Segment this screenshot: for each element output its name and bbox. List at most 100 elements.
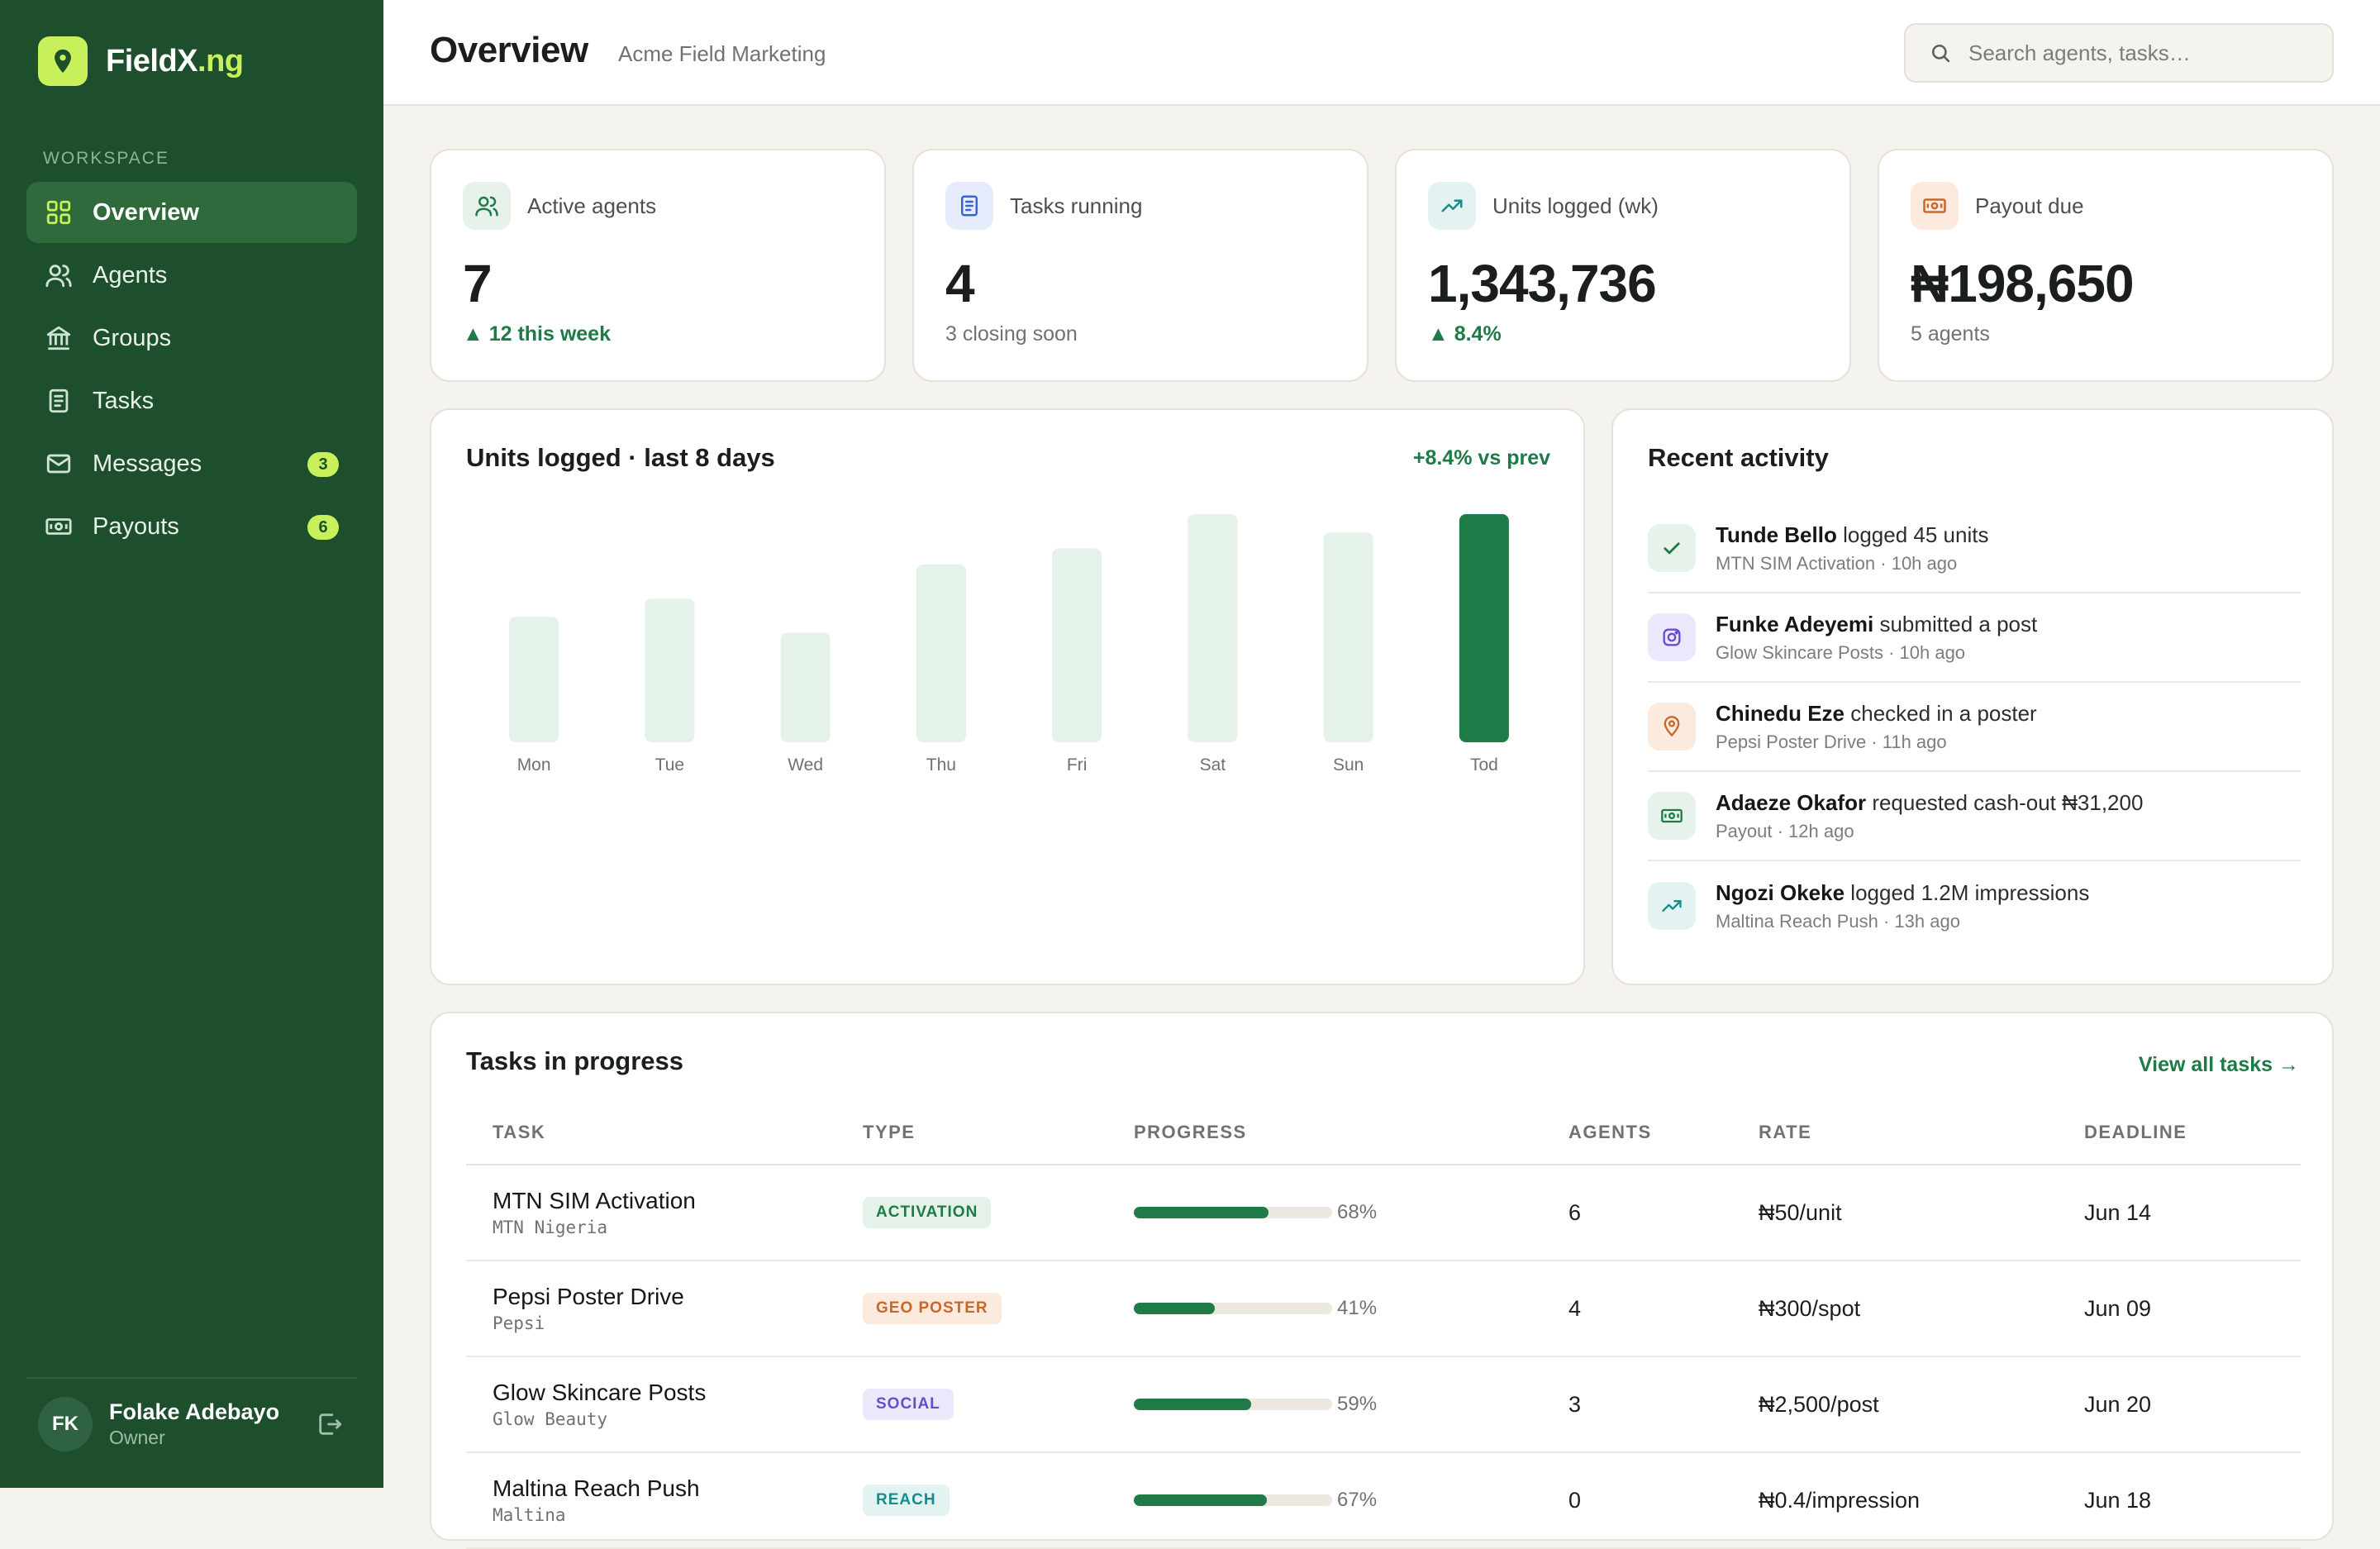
activity-item[interactable]: Ngozi Okeke logged 1.2M impressions Malt… — [1648, 861, 2301, 951]
chart-bar-tod[interactable] — [1459, 514, 1509, 742]
activity-text: Funke Adeyemi submitted a post — [1716, 612, 2037, 637]
chart-bar-fri[interactable] — [1052, 548, 1102, 742]
table-header: TASK TYPE PROGRESS AGENTS RATE DEADLINE — [466, 1101, 2301, 1165]
activity-item[interactable]: Tunde Bello logged 45 units MTN SIM Acti… — [1648, 504, 2301, 593]
agent-name: Tunde Bello — [1716, 522, 1837, 547]
column-header[interactable]: RATE — [1759, 1122, 1812, 1142]
chart-bar-sat[interactable] — [1188, 514, 1238, 742]
column-header[interactable]: PROGRESS — [1134, 1122, 1247, 1142]
agent-name: Ngozi Okeke — [1716, 879, 1845, 905]
chart-bar-thu[interactable] — [916, 564, 966, 742]
sidebar: FieldX.ng WORKSPACE Overview Agents Grou… — [0, 0, 383, 1488]
recent-activity-card: Recent activity Tunde Bello logged 45 un… — [1611, 408, 2334, 985]
agent-name: Funke Adeyemi — [1716, 611, 1874, 636]
table-row[interactable]: Glow Skincare Posts Glow Beauty SOCIAL 59% 3… — [466, 1357, 2301, 1453]
sidebar-divider — [26, 1377, 357, 1379]
activity-title: Recent activity — [1648, 443, 1829, 472]
activity-action: logged 45 units — [1843, 522, 1989, 547]
task-type-badge: REACH — [863, 1485, 950, 1516]
activity-item[interactable]: Chinedu Eze checked in a poster Pepsi Po… — [1648, 683, 2301, 772]
stat-card-tasks-running: Tasks running 4 3 closing soon — [912, 149, 1368, 382]
task-name[interactable]: Pepsi Poster Drive — [493, 1284, 684, 1309]
cash-icon — [45, 518, 72, 535]
progress-bar — [1134, 1399, 1332, 1410]
stat-card-active-agents: Active agents 7 ▲ 12 this week — [430, 149, 886, 382]
avatar: FK — [38, 1397, 93, 1451]
task-type-badge: GEO POSTER — [863, 1293, 1002, 1324]
activity-action: submitted a post — [1879, 611, 2038, 636]
stat-trend: ▲ 8.4% — [1428, 322, 1502, 346]
activity-meta: Maltina Reach Push · 13h ago — [1716, 910, 1960, 932]
rate: ₦300/spot — [1759, 1295, 1861, 1321]
task-client: MTN Nigeria — [493, 1218, 608, 1237]
x-tick-label: Thu — [926, 755, 956, 774]
search-icon — [1931, 44, 1950, 63]
sidebar-item-tasks[interactable]: Tasks — [26, 370, 357, 431]
users-icon — [463, 182, 511, 230]
x-tick-label: Tod — [1470, 755, 1498, 774]
stat-card-units-logged: Units logged (wk) 1,343,736 ▲ 8.4% — [1395, 149, 1851, 382]
chart-bar-tue[interactable] — [645, 598, 695, 742]
instagram-icon — [1648, 613, 1696, 661]
logout-icon[interactable] — [316, 1410, 344, 1438]
chart-bar-mon[interactable] — [509, 617, 559, 742]
search-input[interactable] — [1968, 40, 2299, 66]
stat-label: Active agents — [527, 193, 657, 218]
activity-action: logged 1.2M impressions — [1850, 879, 2090, 905]
progress-bar — [1134, 1207, 1332, 1218]
agent-name: Adaeze Okafor — [1716, 789, 1867, 815]
chart-bar-wed[interactable] — [780, 632, 831, 742]
stat-value: ₦198,650 — [1911, 254, 2135, 313]
task-name[interactable]: Glow Skincare Posts — [493, 1380, 707, 1405]
table-row[interactable]: Maltina Reach Push Maltina REACH 67% 0 ₦0.4/i… — [466, 1453, 2301, 1549]
view-all-tasks-link[interactable]: View all tasks → — [2138, 1053, 2299, 1076]
top-header: Overview Acme Field Marketing — [383, 0, 2380, 106]
search-box[interactable] — [1904, 23, 2334, 83]
stat-label: Tasks running — [1010, 193, 1143, 218]
document-icon — [945, 182, 993, 230]
agents-count: 0 — [1568, 1487, 1582, 1513]
task-name[interactable]: Maltina Reach Push — [493, 1475, 700, 1501]
sidebar-item-agents[interactable]: Agents — [26, 245, 357, 306]
progress-percent: 68% — [1337, 1201, 1378, 1223]
units-bar-chart: Mon Tue Wed Thu Fri Sat Sun Tod — [509, 514, 1509, 774]
column-header[interactable]: TASK — [493, 1122, 546, 1142]
task-name[interactable]: MTN SIM Activation — [493, 1188, 696, 1213]
column-header[interactable]: AGENTS — [1568, 1122, 1652, 1142]
column-header[interactable]: TYPE — [863, 1122, 916, 1142]
user-role: Owner — [109, 1427, 165, 1448]
sidebar-item-label: Tasks — [93, 387, 155, 414]
payouts-count-badge: 6 — [307, 515, 339, 540]
activity-item[interactable]: Funke Adeyemi submitted a post Glow Skin… — [1648, 593, 2301, 683]
logo[interactable]: FieldX.ng — [38, 36, 244, 86]
activity-meta: MTN SIM Activation · 10h ago — [1716, 552, 1958, 574]
x-tick-label: Tue — [655, 755, 684, 774]
stat-label: Payout due — [1975, 193, 2084, 218]
table-row[interactable]: Pepsi Poster Drive Pepsi GEO POSTER 41% 4 ₦30… — [466, 1261, 2301, 1357]
agents-count: 3 — [1568, 1391, 1582, 1417]
sidebar-item-groups[interactable]: Groups — [26, 307, 357, 369]
table-row[interactable]: MTN SIM Activation MTN Nigeria ACTIVATION 6… — [466, 1165, 2301, 1261]
column-header[interactable]: DEADLINE — [2084, 1122, 2187, 1142]
rate: ₦2,500/post — [1759, 1391, 1879, 1417]
user-profile[interactable]: FK Folake Adebayo Owner — [38, 1397, 344, 1451]
cash-icon — [1911, 182, 1959, 230]
type-cell: GEO POSTER — [863, 1293, 1134, 1324]
bank-icon — [46, 326, 71, 350]
x-tick-label: Fri — [1067, 755, 1088, 774]
sidebar-item-label: Groups — [93, 324, 172, 351]
task-type-badge: SOCIAL — [863, 1389, 954, 1420]
sidebar-item-messages[interactable]: Messages 3 — [26, 433, 357, 494]
tasks-card: Tasks in progress View all tasks → TASK … — [430, 1012, 2334, 1549]
tasks-title: Tasks in progress — [466, 1046, 684, 1075]
activity-text: Adaeze Okafor requested cash-out ₦31,200 — [1716, 790, 2143, 816]
trend-up-icon — [1648, 882, 1696, 930]
activity-action: checked in a poster — [1850, 700, 2037, 726]
progress-percent: 41% — [1337, 1297, 1378, 1319]
sidebar-item-overview[interactable]: Overview — [26, 182, 357, 243]
activity-item[interactable]: Adaeze Okafor requested cash-out ₦31,200… — [1648, 772, 2301, 861]
chart-title: Units logged · last 8 days — [466, 443, 775, 472]
progress-cell: 41% — [1134, 1297, 1568, 1320]
sidebar-item-payouts[interactable]: Payouts 6 — [26, 496, 357, 557]
chart-bar-sun[interactable] — [1323, 532, 1373, 742]
